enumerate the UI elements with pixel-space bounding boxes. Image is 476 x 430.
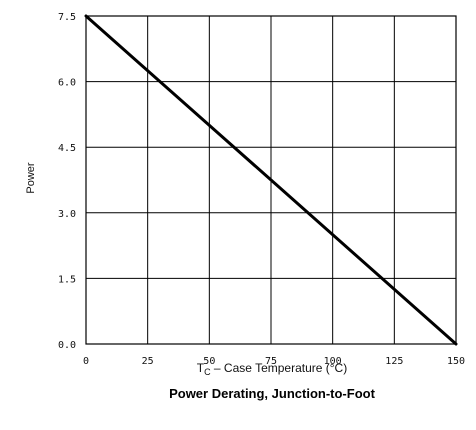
y-axis-label: Power bbox=[25, 162, 37, 194]
y-tick-label: 1.5 bbox=[58, 274, 76, 285]
x-tick-labels: 0 25 50 75 100 125 150 bbox=[83, 356, 465, 367]
x-tick-label: 125 bbox=[385, 356, 403, 367]
x-tick-label: 75 bbox=[265, 356, 277, 367]
y-tick-label: 7.5 bbox=[58, 12, 76, 23]
x-tick-label: 150 bbox=[447, 356, 465, 367]
x-axis-label-main: T bbox=[197, 361, 205, 375]
y-tick-label: 6.0 bbox=[58, 78, 76, 89]
x-tick-label: 0 bbox=[83, 356, 89, 367]
y-tick-labels: 0.0 1.5 3.0 4.5 6.0 7.5 bbox=[58, 12, 76, 351]
x-tick-label: 100 bbox=[324, 356, 342, 367]
x-axis-label-rest: – Case Temperature (°C) bbox=[211, 361, 348, 375]
y-tick-label: 4.5 bbox=[58, 143, 76, 154]
derating-line bbox=[84, 14, 458, 346]
x-axis-label: TC – Case Temperature (°C) bbox=[197, 361, 347, 377]
y-tick-label: 0.0 bbox=[58, 340, 76, 351]
x-axis-label-sub: C bbox=[204, 367, 211, 377]
y-tick-label: 3.0 bbox=[58, 209, 76, 220]
plot-frame bbox=[85, 15, 457, 345]
x-tick-label: 25 bbox=[142, 356, 154, 367]
series bbox=[84, 14, 458, 346]
chart-title: Power Derating, Junction-to-Foot bbox=[169, 386, 375, 401]
x-tick-label: 50 bbox=[203, 356, 215, 367]
